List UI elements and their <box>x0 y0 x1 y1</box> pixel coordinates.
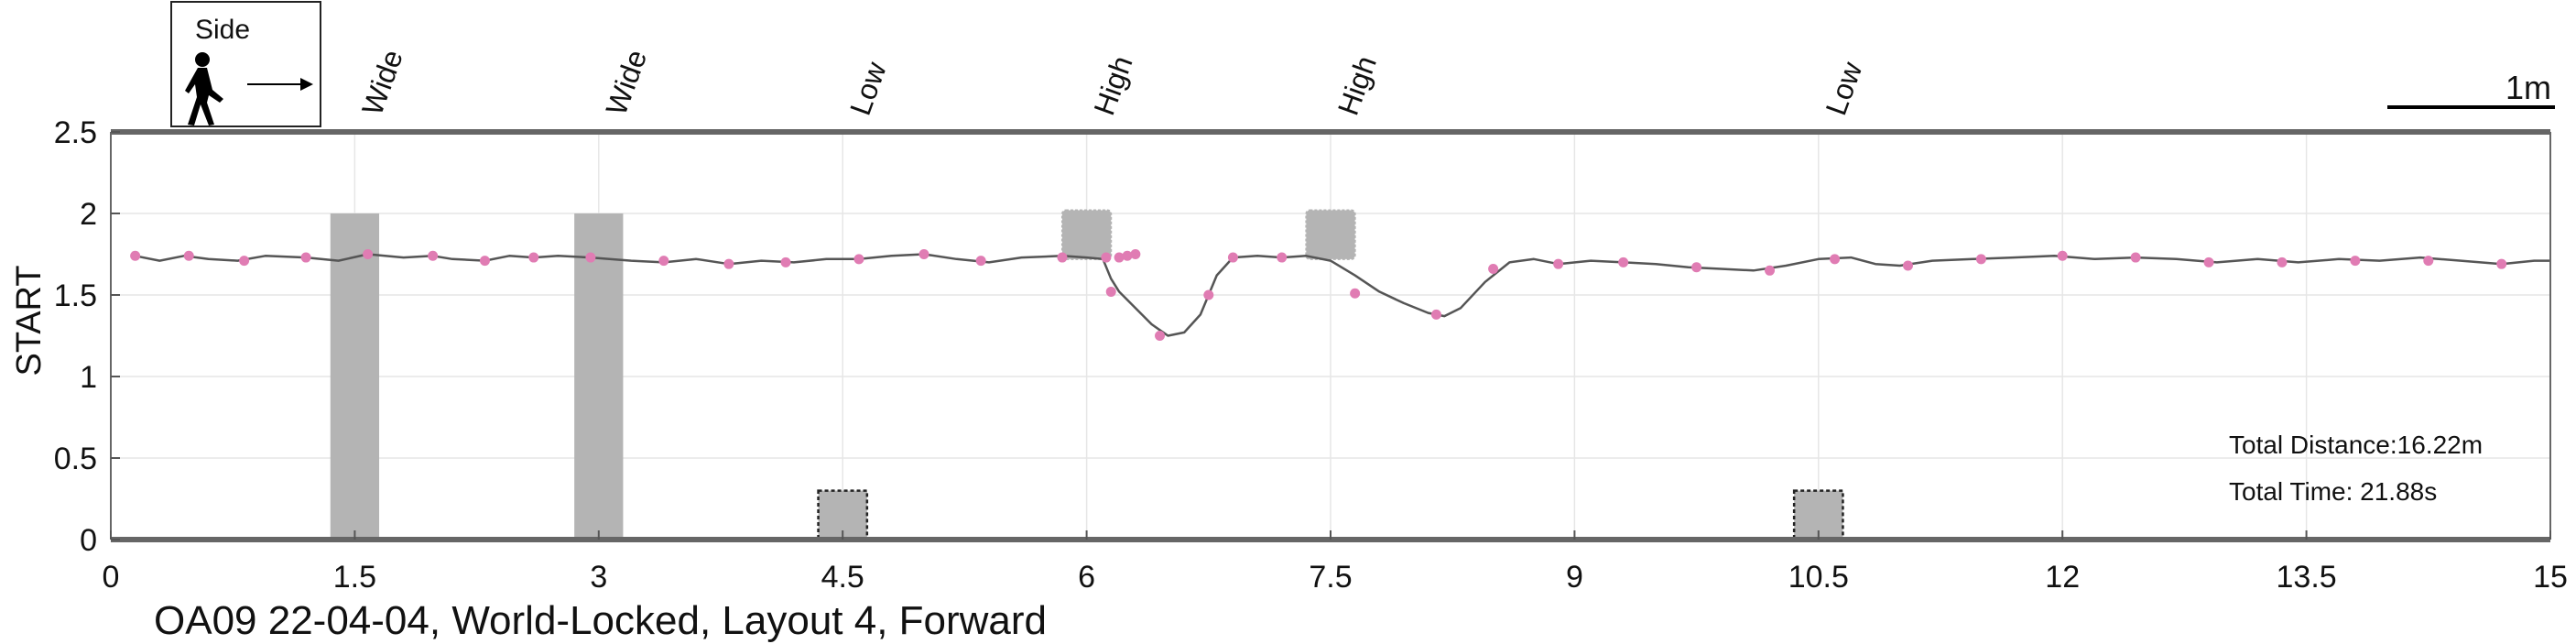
obstacle-label: Low <box>1820 57 1869 119</box>
scale-bar-label: 1m <box>2505 69 2551 106</box>
chart-title: OA09 22-04-04, World-Locked, Layout 4, F… <box>154 598 1047 643</box>
obstacle-wide <box>574 213 624 540</box>
data-point <box>528 252 539 263</box>
x-tick-label: 1.5 <box>333 560 376 595</box>
obstacle-high <box>1305 209 1356 260</box>
walking-person-icon <box>185 52 223 126</box>
obstacle-label: Wide <box>355 46 409 120</box>
arrow-right-icon <box>247 78 313 91</box>
y-tick-label: 2.5 <box>54 115 97 150</box>
x-tick-label: 7.5 <box>1309 560 1352 595</box>
data-point <box>1975 254 1986 265</box>
data-point <box>2350 256 2361 267</box>
data-point <box>723 258 734 269</box>
x-tick-label: 13.5 <box>2277 560 2337 595</box>
obstacle-labels: Wide Wide Low High High Low <box>355 46 1869 120</box>
scale-bar: 1m <box>2387 69 2555 109</box>
obstacles <box>330 209 1844 541</box>
x-tick-label: 10.5 <box>1788 560 1849 595</box>
data-point <box>1691 262 1702 273</box>
data-point <box>2203 257 2214 267</box>
grid <box>110 131 2551 540</box>
x-tick-label: 4.5 <box>821 560 864 595</box>
data-point <box>479 256 490 267</box>
obstacle-high <box>1060 209 1113 260</box>
legend-label: Side <box>195 15 250 45</box>
data-point <box>1114 252 1125 263</box>
data-point <box>183 250 194 261</box>
data-point <box>1765 265 1776 276</box>
data-point <box>1430 309 1441 320</box>
data-point <box>1618 257 1629 267</box>
y-tick-label: 1.5 <box>54 278 97 313</box>
data-point <box>1227 252 1238 263</box>
data-point <box>780 257 791 267</box>
data-point <box>2057 250 2068 261</box>
data-point <box>130 250 141 261</box>
data-point <box>1902 260 1913 271</box>
data-point <box>300 252 311 263</box>
data-point <box>1057 252 1068 263</box>
data-point <box>1553 258 1564 269</box>
series <box>130 249 2550 341</box>
data-point <box>363 249 374 259</box>
data-point <box>1488 264 1499 275</box>
data-point <box>1130 249 1141 259</box>
data-point <box>918 249 929 259</box>
obstacle-wide <box>330 213 380 540</box>
data-point <box>1155 331 1166 341</box>
data-point <box>1101 252 1112 263</box>
data-point <box>1122 250 1133 261</box>
data-point <box>975 256 986 267</box>
obstacle-label: Wide <box>600 46 654 120</box>
data-point <box>428 250 439 261</box>
x-tick-label: 6 <box>1078 560 1095 595</box>
obstacle-label: Low <box>843 57 893 119</box>
data-point <box>853 254 864 265</box>
data-point <box>585 252 596 263</box>
obstacle-label: High <box>1331 51 1383 119</box>
y-tick-label: 2 <box>80 197 97 232</box>
data-point <box>1105 286 1116 297</box>
total-time-annotation: Total Time: 21.88s <box>2229 477 2437 506</box>
data-point <box>2496 258 2507 269</box>
total-distance-annotation: Total Distance:16.22m <box>2229 431 2483 459</box>
data-point <box>2130 252 2141 263</box>
x-tick-label: 0 <box>103 560 120 595</box>
y-axis-label: START <box>10 265 49 376</box>
ticks: 0 1.5 3 4.5 6 7.5 9 10.5 12 13.5 15 0 0.5 1 1.5 2 2.5 <box>54 115 2568 595</box>
x-tick-label: 15 <box>2533 560 2568 595</box>
x-tick-label: 12 <box>2045 560 2080 595</box>
data-point <box>1350 288 1361 299</box>
legend: Side <box>170 1 321 127</box>
data-point <box>2423 256 2434 267</box>
y-tick-label: 0.5 <box>54 442 97 476</box>
data-point <box>239 256 250 267</box>
x-tick-label: 9 <box>1566 560 1583 595</box>
data-point <box>1830 254 1841 265</box>
y-tick-label: 0 <box>80 523 97 558</box>
x-tick-label: 3 <box>590 560 607 595</box>
data-point <box>658 256 669 267</box>
data-point <box>2277 257 2288 267</box>
data-point <box>1203 289 1214 300</box>
y-tick-label: 1 <box>80 360 97 395</box>
data-point <box>1277 252 1288 263</box>
obstacle-label: High <box>1087 51 1138 119</box>
